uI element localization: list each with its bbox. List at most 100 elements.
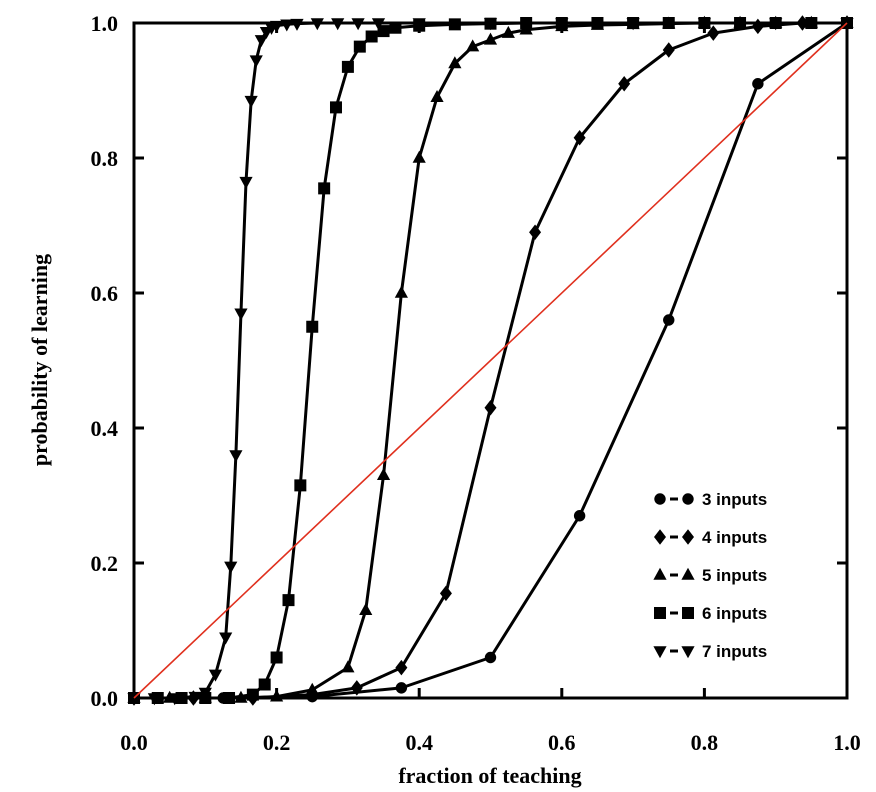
legend-label-2: 5 inputs — [702, 566, 767, 585]
series-4-point-28 — [769, 18, 783, 31]
legend-marker-left-4 — [653, 646, 667, 659]
series-3-point-12 — [329, 101, 342, 114]
series-3-point-5 — [246, 688, 259, 701]
series-3-point-10 — [306, 320, 319, 333]
y-tick-label-2: 0.4 — [91, 416, 119, 441]
series-4-point-21 — [351, 18, 365, 31]
series-2-point-8 — [376, 468, 391, 481]
series-4-point-1 — [147, 693, 161, 706]
series-1-point-9 — [573, 129, 586, 146]
legend: 3 inputs 4 inputs 5 inputs 6 inputs 7 inputs — [653, 490, 767, 661]
series-4-point-12 — [249, 55, 263, 68]
series-2-point-13 — [466, 39, 480, 52]
legend-marker-right-2 — [681, 567, 695, 580]
series-4-point-0 — [127, 693, 141, 706]
legend-marker-left-2 — [653, 567, 667, 580]
series-1-point-5 — [395, 659, 408, 676]
series-4-point-20 — [331, 18, 345, 31]
series-2-point-9 — [394, 285, 408, 298]
series-1-point-7 — [484, 399, 497, 416]
y-axis-title: probability of learning — [27, 254, 52, 466]
series-3-point-6 — [258, 678, 271, 691]
series-4-point-27 — [697, 18, 711, 31]
y-tick-label-0: 0.0 — [91, 686, 119, 711]
series-3-point-4 — [223, 692, 236, 704]
legend-marker-left-1 — [654, 529, 666, 545]
reference-line — [133, 22, 848, 699]
series-4-point-7 — [224, 561, 238, 574]
series-4-point-22 — [371, 18, 386, 31]
y-tick-label-3: 0.6 — [91, 281, 119, 306]
series-1-point-12 — [707, 25, 720, 41]
series-0-point-6 — [663, 314, 675, 326]
series-4-point-3 — [188, 691, 202, 704]
series-3 — [128, 17, 853, 704]
x-tick-label-3: 0.6 — [548, 730, 576, 755]
axis-ticks: 0.0 0.2 0.4 0.6 0.8 1.0 0.0 0.2 0.4 0.6 0.8 1.0 — [91, 11, 861, 755]
series-2-point-14 — [483, 32, 498, 45]
series-4-point-13 — [254, 35, 268, 48]
y-tick-label-1: 0.2 — [91, 551, 119, 576]
series-4-point-4 — [198, 687, 212, 700]
series-group — [127, 15, 854, 706]
series-1-point-11 — [662, 42, 675, 58]
legend-marker-right-3 — [682, 607, 694, 619]
series-4-point-2 — [168, 693, 182, 706]
series-0-point-7 — [752, 78, 764, 90]
series-4-point-9 — [234, 308, 248, 321]
series-4-point-11 — [244, 95, 258, 108]
legend-label-1: 4 inputs — [702, 528, 767, 547]
series-4-point-26 — [626, 18, 640, 31]
x-tick-label-4: 0.8 — [691, 730, 719, 755]
y-tick-label-5: 1.0 — [91, 11, 119, 36]
series-3-point-14 — [353, 40, 366, 53]
series-4-point-10 — [239, 176, 253, 189]
legend-item-3: 6 inputs — [654, 604, 767, 623]
reference-line-group — [133, 22, 848, 699]
series-4-point-25 — [555, 18, 569, 31]
series-3-point-7 — [270, 651, 283, 664]
series-3-point-9 — [294, 479, 307, 492]
x-tick-label-0: 0.0 — [120, 730, 148, 755]
legend-marker-left-0 — [654, 493, 666, 505]
series-2-point-6 — [341, 660, 355, 673]
series-1-point-6 — [439, 585, 452, 602]
series-1-point-10 — [618, 75, 631, 92]
series-3-point-15 — [365, 30, 378, 43]
series-2-point-4 — [270, 689, 284, 702]
series-4-point-24 — [483, 18, 498, 31]
series-3-point-17 — [389, 21, 402, 34]
legend-label-0: 3 inputs — [702, 490, 767, 509]
series-0-point-5 — [573, 510, 586, 522]
series-2-point-10 — [412, 150, 426, 163]
series-3-point-11 — [318, 182, 331, 195]
legend-label-4: 7 inputs — [702, 642, 767, 661]
series-1-point-8 — [529, 224, 542, 241]
legend-marker-right-0 — [682, 493, 694, 505]
series-4-point-18 — [290, 18, 304, 31]
x-axis-title: fraction of teaching — [398, 763, 581, 788]
x-tick-label-1: 0.2 — [263, 730, 291, 755]
legend-item-2: 5 inputs — [653, 566, 767, 585]
legend-label-3: 6 inputs — [702, 604, 767, 623]
series-2-point-7 — [359, 603, 373, 616]
series-3-point-13 — [341, 60, 354, 73]
series-2-point-12 — [448, 56, 462, 69]
series-2-point-15 — [501, 25, 515, 38]
series-3-point-8 — [282, 594, 295, 607]
series-4-point-6 — [219, 632, 233, 645]
series-4-point-29 — [840, 18, 854, 31]
series-4-point-17 — [280, 19, 294, 32]
series-4-point-16 — [270, 20, 284, 33]
series-4-point-8 — [229, 450, 243, 463]
series-4-point-19 — [310, 18, 324, 31]
series-1-point-4 — [350, 680, 363, 696]
series-4 — [127, 18, 854, 706]
series-4-point-5 — [208, 669, 223, 682]
series-2-point-5 — [305, 682, 319, 695]
series-3-point-16 — [377, 25, 390, 38]
legend-item-1: 4 inputs — [654, 528, 767, 547]
legend-marker-right-4 — [681, 646, 695, 659]
x-tick-label-5: 1.0 — [833, 730, 861, 755]
